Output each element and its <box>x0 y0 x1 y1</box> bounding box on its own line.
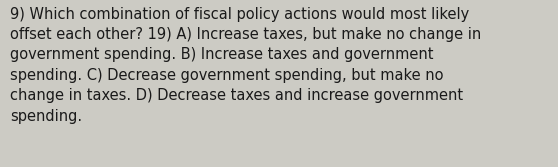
Text: 9) Which combination of fiscal policy actions would most likely
offset each othe: 9) Which combination of fiscal policy ac… <box>10 7 482 124</box>
